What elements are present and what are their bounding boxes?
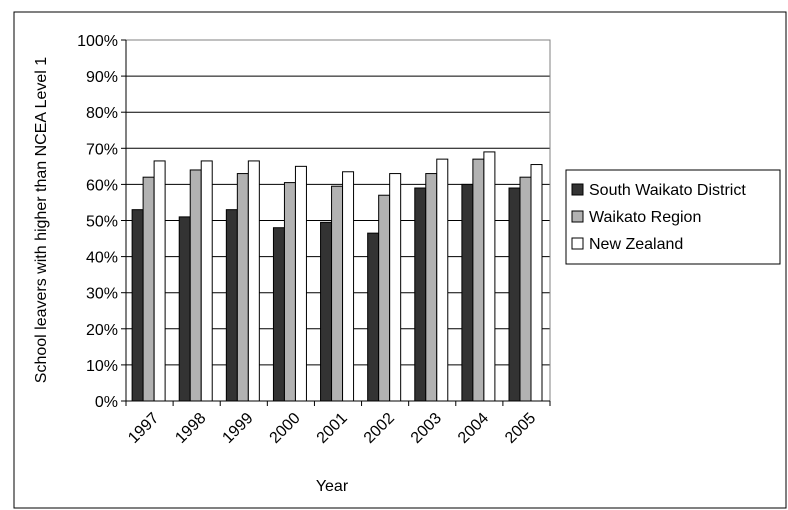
x-axis-title: Year	[316, 478, 349, 495]
bar-new-zealand-2005	[530, 164, 543, 402]
bar-waikato-region-2002	[378, 194, 391, 402]
y-tick-label: 40%	[86, 250, 118, 267]
bar-waikato-region-2005	[519, 176, 532, 402]
legend-label: Waikato Region	[589, 209, 701, 226]
x-axis-ticks: 1997 1998 1999 2000 2001 2002 2003 2004 2005	[125, 401, 551, 447]
y-tick-label: 50%	[86, 214, 118, 231]
bar-waikato-region-2004	[472, 158, 485, 402]
bar-waikato-region-1998	[189, 169, 202, 402]
bar-south-waikato-district-2004	[461, 183, 474, 402]
bar-south-waikato-district-1999	[225, 209, 238, 402]
bar-new-zealand-2002	[389, 173, 402, 402]
legend-label: New Zealand	[589, 236, 683, 253]
y-tick-label: 20%	[86, 322, 118, 339]
bar-waikato-region-1997	[142, 176, 155, 402]
y-tick-label: 10%	[86, 358, 118, 375]
chart-area-border	[13, 11, 787, 509]
y-tick-label: 80%	[86, 105, 118, 122]
y-tick-label: 60%	[86, 177, 118, 194]
bar-new-zealand-1998	[200, 160, 213, 402]
bar-new-zealand-1999	[247, 160, 260, 402]
bar-new-zealand-1997	[153, 160, 166, 402]
bar-south-waikato-district-2005	[508, 187, 521, 402]
bar-new-zealand-2001	[342, 171, 355, 402]
y-tick-label: 100%	[77, 33, 118, 50]
bar-waikato-region-2001	[331, 185, 344, 402]
bar-waikato-region-1999	[236, 173, 249, 402]
legend: South Waikato District Waikato Region New …	[565, 169, 781, 265]
bars	[131, 151, 543, 402]
bar-south-waikato-district-2000	[272, 227, 285, 402]
x-tick-label: 1999	[219, 410, 256, 447]
legend-swatch	[571, 237, 584, 250]
bar-waikato-region-2003	[425, 173, 438, 402]
x-tick-label: 2001	[314, 410, 351, 447]
x-tick-label: 1997	[125, 410, 162, 447]
legend-items: South Waikato District Waikato Region New …	[571, 182, 746, 253]
bar-south-waikato-district-2001	[320, 221, 333, 402]
bar-south-waikato-district-1998	[178, 216, 191, 402]
y-tick-label: 0%	[95, 394, 118, 411]
x-tick-label: 2002	[361, 410, 398, 447]
x-tick-label: 1998	[172, 410, 209, 447]
bar-new-zealand-2003	[436, 158, 449, 402]
bar-waikato-region-2000	[283, 182, 296, 402]
bar-south-waikato-district-1997	[131, 209, 144, 402]
legend-swatch	[571, 183, 584, 196]
y-tick-label: 30%	[86, 286, 118, 303]
x-tick-label: 2004	[455, 410, 492, 447]
x-tick-label: 2005	[502, 410, 539, 447]
y-axis-ticks: 0% 10% 20% 30% 40% 50% 60% 70% 80% 90% 100%	[77, 33, 126, 411]
bar-south-waikato-district-2003	[414, 187, 427, 402]
bar-new-zealand-2000	[294, 165, 307, 402]
y-tick-label: 90%	[86, 69, 118, 86]
bar-new-zealand-2004	[483, 151, 496, 402]
y-tick-label: 70%	[86, 141, 118, 158]
x-tick-label: 2000	[267, 410, 304, 447]
legend-label: South Waikato District	[589, 182, 746, 199]
bar-south-waikato-district-2002	[367, 232, 380, 402]
y-axis-title: School leavers with higher than NCEA Lev…	[33, 57, 50, 384]
legend-swatch	[571, 210, 584, 223]
legend-box	[565, 169, 781, 265]
x-tick-label: 2003	[408, 410, 445, 447]
